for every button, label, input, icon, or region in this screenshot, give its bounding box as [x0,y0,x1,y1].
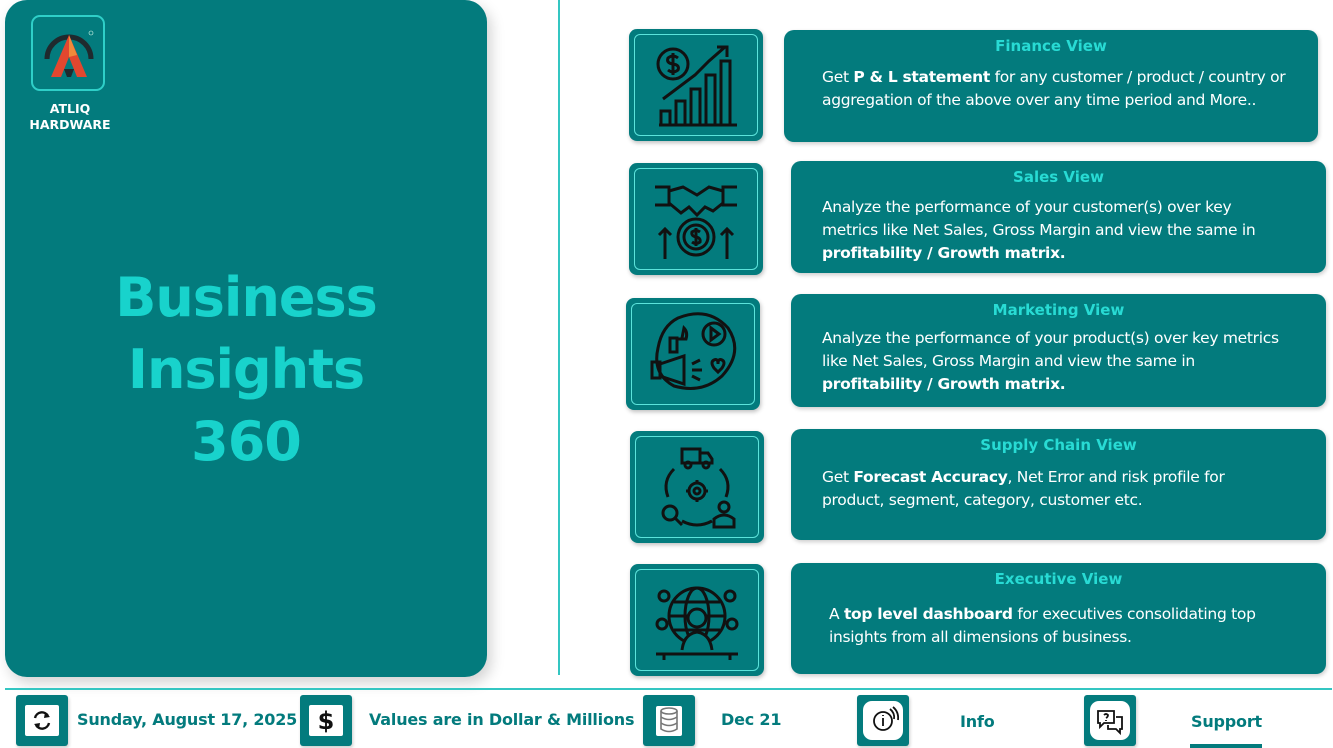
supply-chain-cycle-icon [661,447,736,529]
info-label[interactable]: Info [960,712,995,731]
support-underline [1190,744,1262,748]
sales-view-description: Analyze the performance of your customer… [822,196,1290,265]
brand-logo [31,15,105,91]
finance-view-title: Finance View [995,37,1107,55]
currency-button[interactable]: $ [300,695,352,746]
brand-line-1: ATLIQ [49,101,91,116]
desc-highlight: P & L statement [853,68,990,86]
desc-text: Get [822,68,854,86]
svg-text:$: $ [318,707,335,735]
footer-divider [5,688,1332,690]
database-icon [656,706,682,736]
desc-text: for executives consolidating top insight… [829,605,1256,646]
info-icon [873,706,900,731]
dollar-icon: $ [318,707,335,735]
supply-chain-view-button[interactable] [630,431,764,543]
megaphone-social-icon [650,312,737,390]
desc-highlight: profitability / Growth matrix. [822,244,1066,262]
desc-text: for any customer / product / country or … [822,68,1286,109]
desc-text: Analyze the performance of your customer… [822,198,1256,239]
chat-support-icon [1097,710,1123,736]
page-title: Business Insights 360 [5,262,487,478]
brand-name: ATLIQ HARDWARE [5,101,135,133]
marketing-view-title: Marketing View [992,301,1125,319]
hero-panel: ATLIQ HARDWARE Business Insights 360 [5,0,487,677]
vertical-divider [558,0,560,675]
sales-view-button[interactable] [629,163,763,275]
desc-text: A [829,605,844,623]
data-refresh-date: Dec 21 [721,710,782,729]
page-title-line-1: Business Insights [115,266,378,401]
desc-highlight: top level dashboard [843,605,1013,623]
marketing-view-description: Analyze the performance of your product(… [822,327,1290,396]
finance-view-description: Get P & L statement for any customer / p… [822,66,1288,112]
support-button[interactable] [1084,695,1136,746]
executive-view-description: A top level dashboard for executives con… [829,603,1266,649]
units-note: Values are in Dollar & Millions [369,710,635,729]
executive-view-card[interactable]: Executive View A top level dashboard for… [791,563,1326,674]
atliq-a-logo-icon [44,30,94,77]
brand-line-2: HARDWARE [29,117,111,132]
finance-view-button[interactable] [629,29,763,141]
desc-text: , Net Error and risk profile for product… [822,468,1225,509]
desc-text: Analyze the performance of your product(… [822,329,1279,370]
marketing-view-button[interactable] [626,298,760,410]
executive-view-button[interactable] [630,564,764,676]
supply-chain-view-card[interactable]: Supply Chain View Get Forecast Accuracy,… [791,429,1326,540]
info-button[interactable] [857,695,909,746]
data-refresh-button[interactable] [643,695,695,746]
desc-text: Get [822,468,854,486]
executive-view-title: Executive View [994,570,1123,588]
refresh-button[interactable] [16,695,68,746]
finance-view-card[interactable]: Finance View Get P & L statement for any… [784,30,1318,142]
handshake-dollar-icon [655,185,737,259]
refresh-icon [33,711,51,730]
marketing-view-card[interactable]: Marketing View Analyze the performance o… [791,294,1326,407]
page-title-line-2: 360 [191,410,302,473]
supply-chain-view-description: Get Forecast Accuracy, Net Error and ris… [822,466,1286,512]
sales-view-card[interactable]: Sales View Analyze the performance of yo… [791,161,1326,273]
supply-chain-view-title: Supply Chain View [980,436,1137,454]
dollar-growth-chart-icon [656,45,737,127]
desc-highlight: Forecast Accuracy [853,468,1008,486]
desc-highlight: profitability / Growth matrix. [822,375,1066,393]
executive-globe-icon [655,586,739,660]
current-date: Sunday, August 17, 2025 [77,710,298,729]
support-label[interactable]: Support [1191,712,1262,731]
sales-view-title: Sales View [1013,168,1104,186]
